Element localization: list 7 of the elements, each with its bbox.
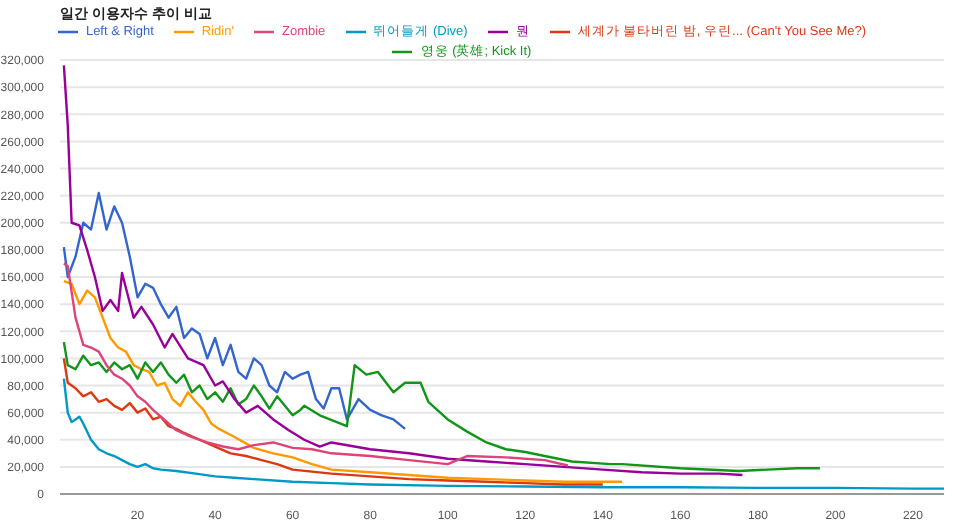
line-series (62, 340, 822, 473)
line-series (62, 262, 570, 467)
line-series (62, 377, 944, 490)
line-series (62, 357, 605, 486)
line-series (62, 191, 407, 431)
line-series (62, 279, 624, 483)
line-series (62, 64, 744, 477)
